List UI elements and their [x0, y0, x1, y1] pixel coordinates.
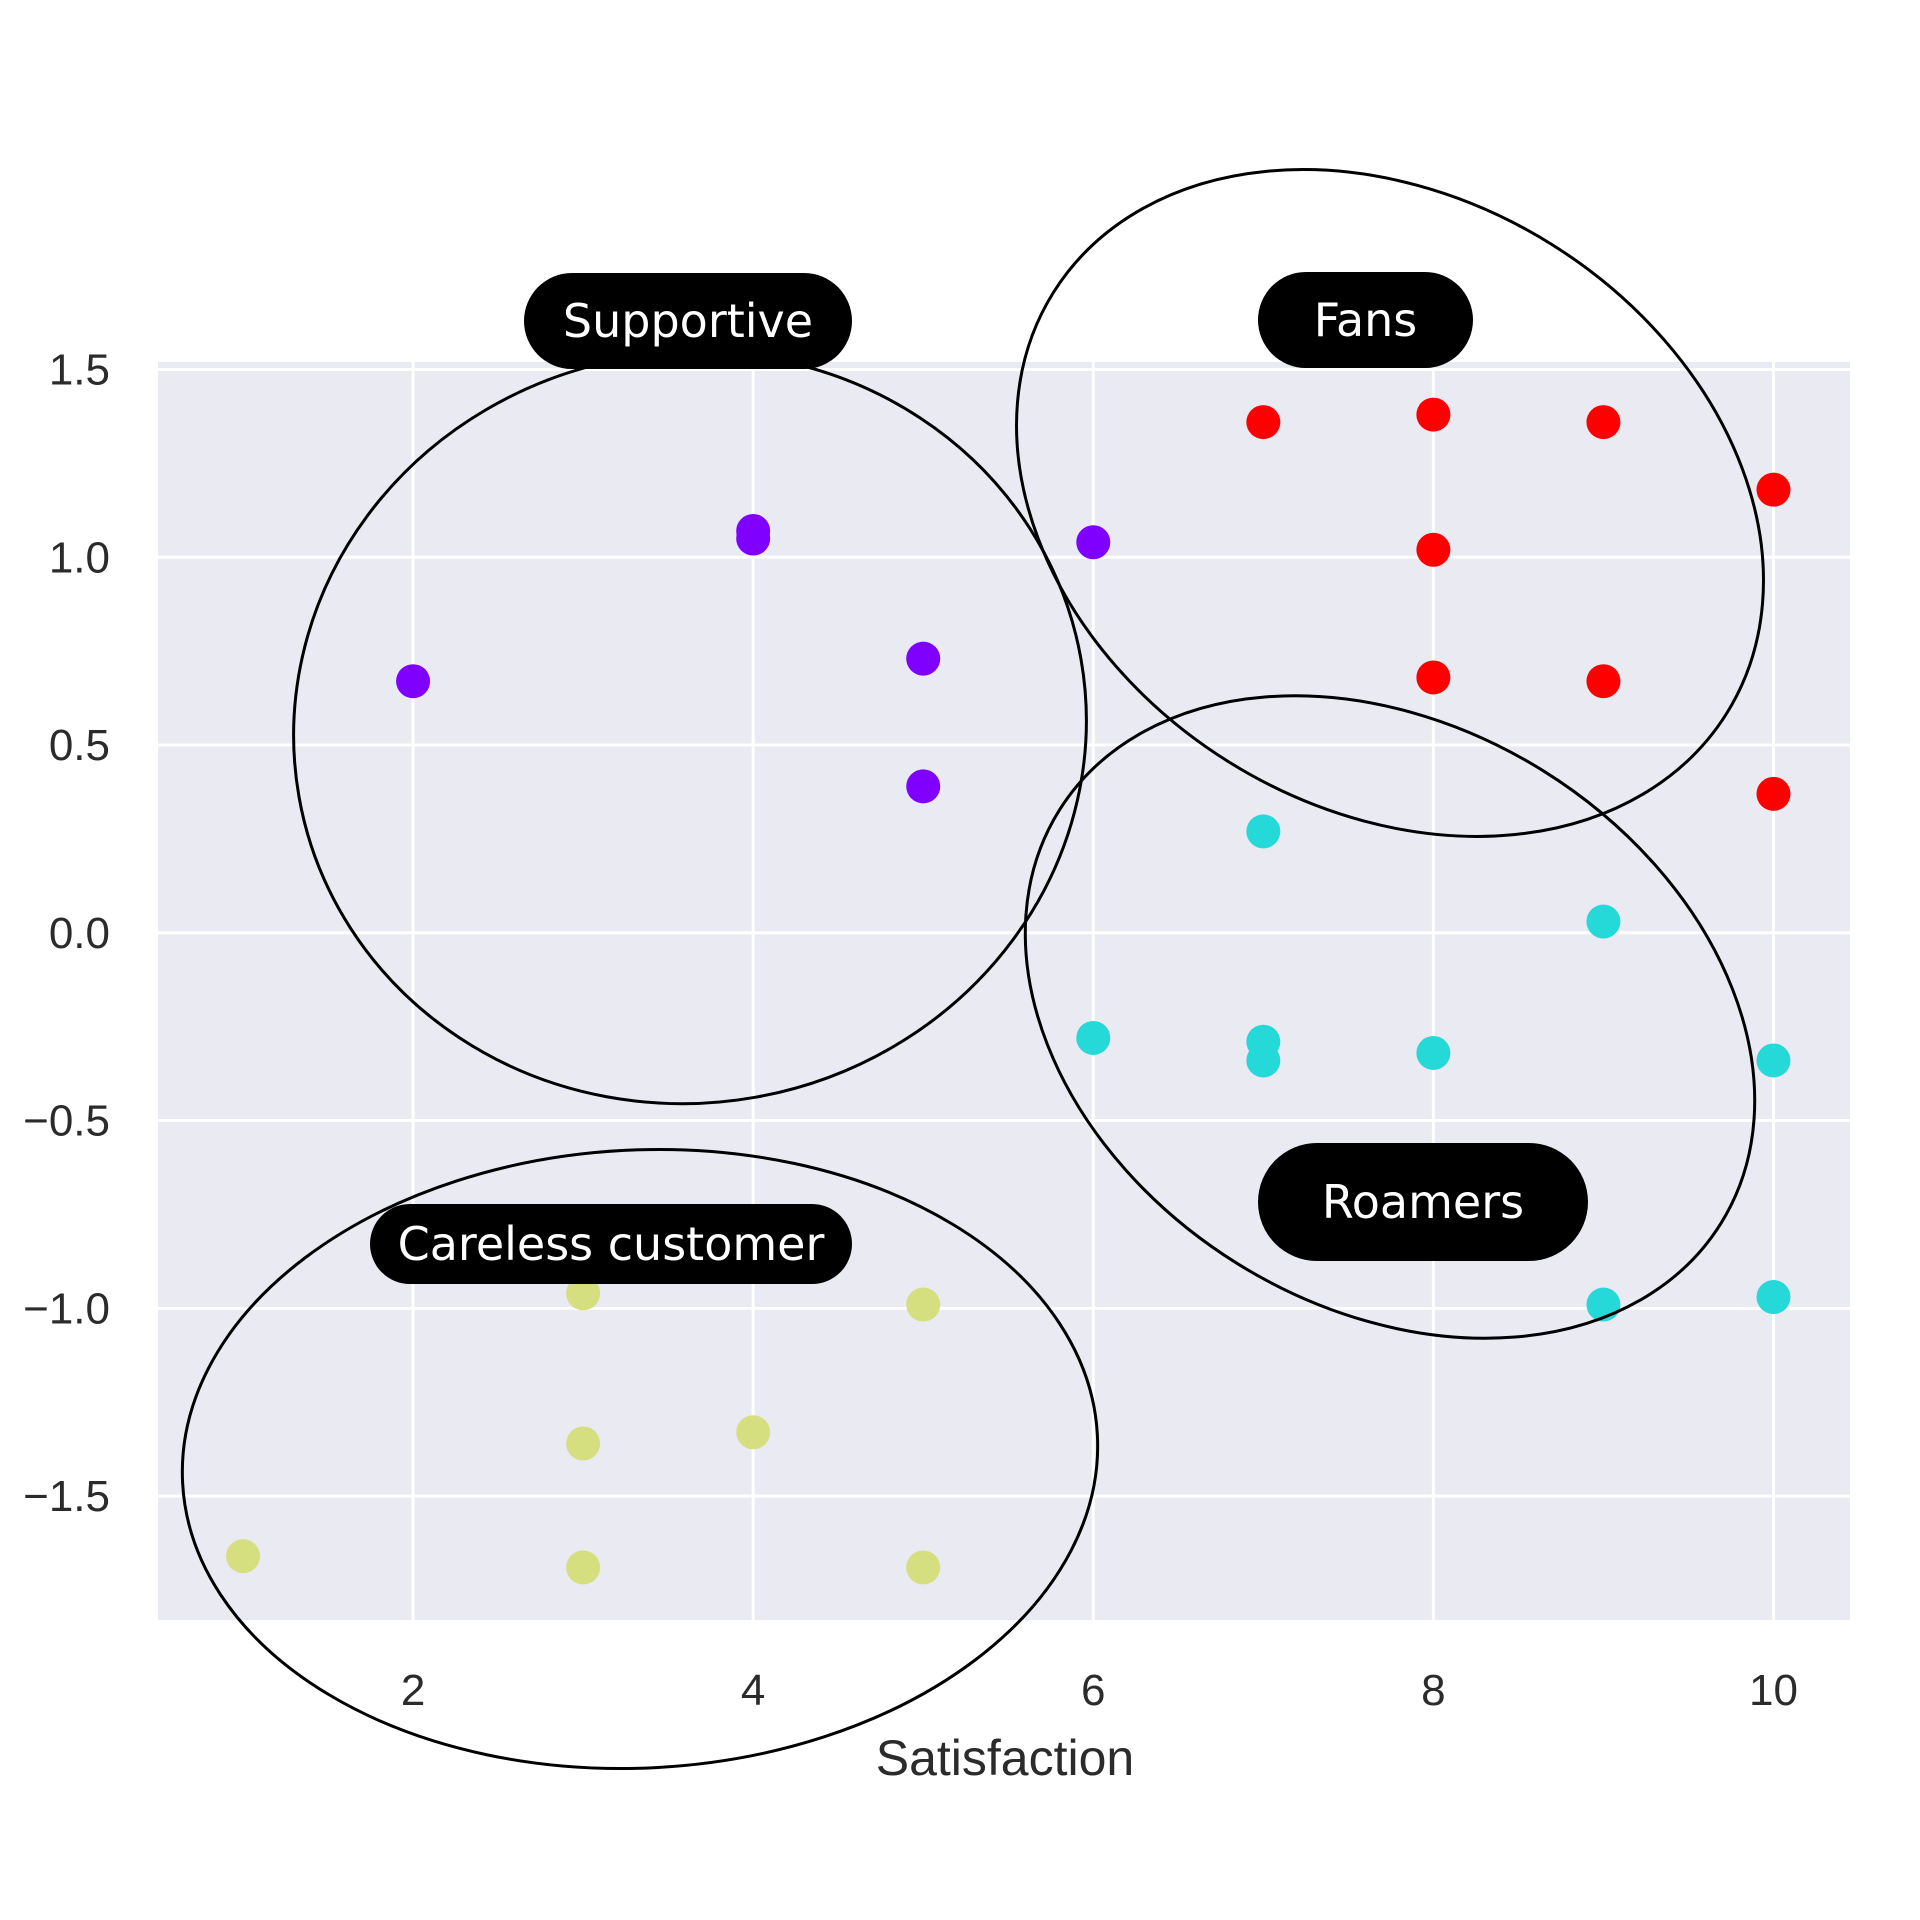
scatter-point-series-2: [1586, 904, 1621, 939]
scatter-point-series-3: [566, 1550, 601, 1585]
scatter-point-series-0: [736, 521, 771, 556]
scatter-point-series-0: [906, 769, 941, 804]
scatter-point-series-0: [906, 641, 941, 676]
x-tick-label: 8: [1421, 1666, 1445, 1715]
cluster-label-text: Careless customer: [398, 1217, 825, 1271]
scatter-point-series-2: [1246, 814, 1281, 849]
scatter-point-series-3: [566, 1276, 601, 1311]
scatter-point-series-1: [1756, 776, 1791, 811]
plot-background: [158, 362, 1850, 1620]
cluster-label-pill: [524, 273, 852, 369]
cluster-outline: [1023, 694, 1757, 1340]
x-tick-label: 10: [1749, 1666, 1798, 1715]
scatter-point-series-1: [1416, 660, 1451, 695]
scatter-point-series-1: [1586, 405, 1621, 440]
cluster-label-text: Roamers: [1322, 1175, 1524, 1229]
scatter-point-series-3: [736, 1415, 771, 1450]
y-tick-label: 1.5: [49, 346, 110, 395]
data-points: [226, 397, 1791, 1585]
scatter-point-series-0: [396, 664, 431, 699]
cluster-outline: [180, 1147, 1100, 1771]
scatter-point-series-2: [1246, 1043, 1281, 1078]
cluster-outline: [1015, 168, 1765, 838]
cluster-label-text: Supportive: [563, 294, 813, 348]
scatter-point-series-2: [1416, 1035, 1451, 1070]
scatter-point-series-1: [1416, 397, 1451, 432]
cluster-label-pill: [1258, 272, 1473, 368]
x-tick-label: 4: [741, 1666, 765, 1715]
x-tick-label: 2: [401, 1666, 425, 1715]
tick-labels: 2 4 6 8 10 1.5 1.0 0.5 0.0 −0.5 −1.0 −1.5: [23, 346, 1798, 1715]
scatter-point-series-2: [1756, 1280, 1791, 1315]
scatter-point-series-3: [906, 1287, 941, 1322]
y-tick-label: −0.5: [23, 1097, 110, 1146]
cluster-label-text: Fans: [1314, 293, 1418, 347]
cluster-annotations: Supportive Fans Roamers Careless customer: [180, 168, 1765, 1771]
grid-lines: [158, 362, 1850, 1620]
y-tick-label: −1.0: [23, 1284, 110, 1333]
x-axis-label: Satisfaction: [876, 1730, 1134, 1786]
scatter-point-series-3: [226, 1539, 261, 1574]
scatter-point-series-1: [1246, 405, 1281, 440]
y-tick-label: −1.5: [23, 1472, 110, 1521]
y-tick-label: 1.0: [49, 533, 110, 582]
scatter-point-series-0: [1076, 525, 1111, 560]
scatter-point-series-2: [1756, 1043, 1791, 1078]
y-tick-label: 0.5: [49, 721, 110, 770]
scatter-point-series-1: [1416, 532, 1451, 567]
y-tick-label: 0.0: [49, 909, 110, 958]
scatter-point-series-1: [1756, 472, 1791, 507]
x-tick-label: 6: [1081, 1666, 1105, 1715]
cluster-label-pill: [370, 1204, 852, 1284]
scatter-point-series-2: [1076, 1020, 1111, 1055]
cluster-label-pill: [1258, 1143, 1588, 1261]
scatter-point-series-1: [1586, 664, 1621, 699]
scatter-point-series-3: [566, 1426, 601, 1461]
scatter-point-series-3: [906, 1550, 941, 1585]
